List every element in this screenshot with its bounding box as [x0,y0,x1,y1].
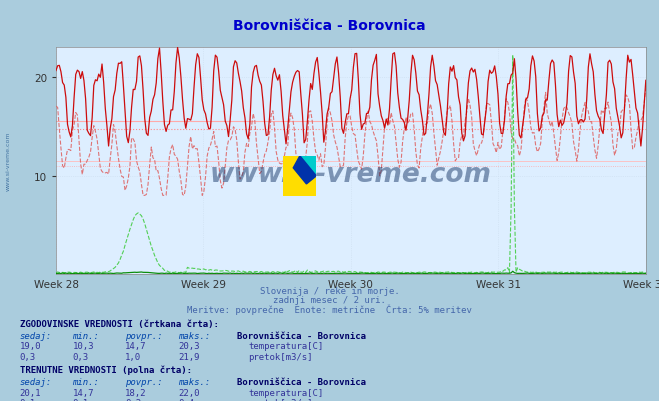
Text: temperatura[C]: temperatura[C] [248,388,324,397]
Text: 0,4: 0,4 [178,398,194,401]
Text: Borovniščica - Borovnica: Borovniščica - Borovnica [233,19,426,33]
Text: pretok[m3/s]: pretok[m3/s] [248,352,313,361]
Text: Borovniščica - Borovnica: Borovniščica - Borovnica [237,331,366,340]
Text: 1,0: 1,0 [125,352,141,361]
Text: temperatura[C]: temperatura[C] [248,342,324,350]
Text: 14,7: 14,7 [125,342,147,350]
Text: povpr.:: povpr.: [125,331,163,340]
Text: 0,2: 0,2 [125,398,141,401]
Text: min.:: min.: [72,331,100,340]
Text: 21,9: 21,9 [178,352,200,361]
Text: sedaj:: sedaj: [20,331,52,340]
Text: www.si-vreme.com: www.si-vreme.com [6,131,11,190]
Text: 20,3: 20,3 [178,342,200,350]
Text: Borovniščica - Borovnica: Borovniščica - Borovnica [237,377,366,386]
Text: TRENUTNE VREDNOSTI (polna črta):: TRENUTNE VREDNOSTI (polna črta): [20,365,192,375]
Text: 0,1: 0,1 [72,398,88,401]
Text: www.si-vreme.com: www.si-vreme.com [210,162,492,188]
Text: Slovenija / reke in morje.: Slovenija / reke in morje. [260,286,399,295]
Text: 10,3: 10,3 [72,342,94,350]
Text: zadnji mesec / 2 uri.: zadnji mesec / 2 uri. [273,296,386,304]
Text: maks.:: maks.: [178,377,210,386]
Text: min.:: min.: [72,377,100,386]
Text: ZGODOVINSKE VREDNOSTI (črtkana črta):: ZGODOVINSKE VREDNOSTI (črtkana črta): [20,319,219,328]
Text: 22,0: 22,0 [178,388,200,397]
Text: Meritve: povprečne  Enote: metrične  Črta: 5% meritev: Meritve: povprečne Enote: metrične Črta:… [187,304,472,314]
Text: 0,3: 0,3 [72,352,88,361]
Text: 18,2: 18,2 [125,388,147,397]
Text: 14,7: 14,7 [72,388,94,397]
Polygon shape [283,156,316,196]
Text: maks.:: maks.: [178,331,210,340]
Polygon shape [300,156,316,176]
Text: povpr.:: povpr.: [125,377,163,386]
Text: pretok[m3/s]: pretok[m3/s] [248,398,313,401]
Text: 19,0: 19,0 [20,342,42,350]
Text: 20,1: 20,1 [20,388,42,397]
Text: 0,3: 0,3 [20,352,36,361]
Polygon shape [293,156,316,184]
Text: sedaj:: sedaj: [20,377,52,386]
Text: 0,1: 0,1 [20,398,36,401]
